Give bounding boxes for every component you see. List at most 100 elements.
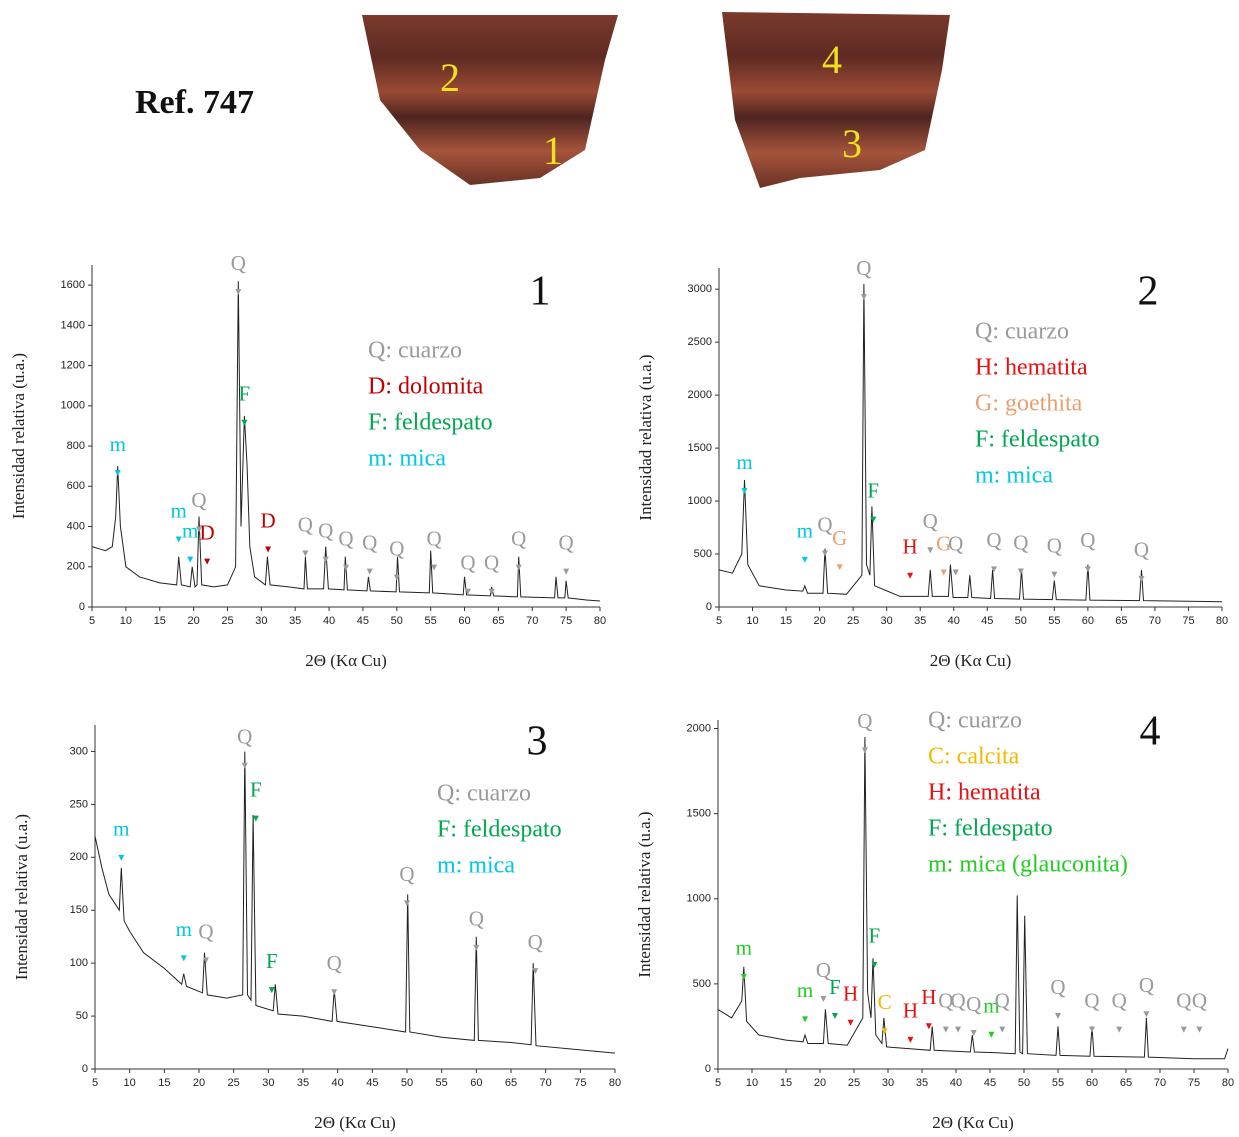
peak-label: G <box>936 531 951 555</box>
peak-arrow <box>1143 1011 1150 1018</box>
peak-arrow <box>821 550 828 557</box>
peak-arrow <box>802 1016 809 1023</box>
y-tick-label: 2000 <box>687 722 711 734</box>
peak-arrow <box>252 815 259 822</box>
legend-entry: G: goethita <box>975 391 1083 417</box>
y-tick-label: 0 <box>79 601 85 613</box>
peak-label: D <box>200 520 215 544</box>
x-tick-label: 50 <box>401 1077 413 1089</box>
peak-label: m <box>983 994 999 1018</box>
peak-label: Q <box>986 528 1001 552</box>
peak-arrow <box>881 1028 888 1035</box>
peak-label: Q <box>1080 528 1095 552</box>
peak-arrow <box>836 564 843 571</box>
peak-arrow <box>343 564 349 571</box>
peak-arrow <box>1017 568 1024 575</box>
legend-entry: F: feldespato <box>975 427 1100 453</box>
x-tick-label: 75 <box>574 1077 586 1089</box>
legend-entry: H: hematita <box>928 780 1041 806</box>
x-tick-label: 70 <box>1149 615 1161 627</box>
x-tick-label: 20 <box>814 1077 826 1089</box>
peak-label: m <box>171 498 187 522</box>
x-tick-label: 80 <box>609 1077 621 1089</box>
peak-label: Q <box>426 526 441 550</box>
legend-entry: D: dolomita <box>368 374 484 400</box>
x-tick-label: 65 <box>505 1077 517 1089</box>
peak-arrow <box>1051 571 1058 578</box>
x-tick-label: 75 <box>560 615 572 627</box>
x-tick-label: 15 <box>158 1077 170 1089</box>
peak-arrow <box>740 973 747 980</box>
peak-label: Q <box>338 526 353 550</box>
peak-arrow <box>741 487 748 494</box>
y-tick-label: 200 <box>67 561 85 573</box>
peak-label: Q <box>318 518 333 542</box>
peak-label: Q <box>1139 973 1154 997</box>
x-tick-label: 55 <box>1048 615 1060 627</box>
peak-arrow <box>871 961 878 968</box>
fragment-label: 1 <box>543 128 563 173</box>
peak-arrow <box>1089 1026 1095 1033</box>
legend-entry: m: mica <box>975 463 1053 489</box>
peak-arrow <box>860 294 867 301</box>
peak-arrow <box>955 1026 962 1033</box>
peak-arrow <box>820 995 827 1002</box>
x-tick-label: 50 <box>391 615 403 627</box>
peak-arrow <box>114 470 121 477</box>
x-tick-label: 50 <box>1018 1077 1030 1089</box>
y-tick-label: 1600 <box>61 279 85 291</box>
peak-label: m <box>736 936 752 960</box>
peak-label: H <box>921 985 936 1009</box>
peak-arrow <box>302 550 309 557</box>
y-axis-label: Intensidad relativa (u.a.) <box>635 811 654 977</box>
peak-arrow <box>801 556 808 563</box>
y-tick-label: 1000 <box>61 400 85 412</box>
x-tick-label: 25 <box>228 1077 240 1089</box>
x-tick-label: 60 <box>1086 1077 1098 1089</box>
peak-arrow <box>464 588 471 595</box>
y-tick-label: 1400 <box>61 319 85 331</box>
x-tick-label: 60 <box>1082 615 1094 627</box>
y-tick-label: 2500 <box>688 336 712 348</box>
peak-label: H <box>843 982 858 1006</box>
x-tick-label: 5 <box>715 1077 721 1089</box>
diffractogram <box>718 283 1223 603</box>
peak-arrow <box>180 955 187 962</box>
y-tick-label: 500 <box>693 978 711 990</box>
peak-arrow <box>431 564 438 571</box>
peak-label: F <box>250 777 262 801</box>
peak-arrow <box>187 556 194 563</box>
peak-arrow <box>940 569 947 576</box>
x-tick-label: 75 <box>1182 615 1194 627</box>
y-tick-label: 1200 <box>61 359 85 371</box>
peak-label: Q <box>1013 530 1028 554</box>
peak-arrow <box>204 558 211 565</box>
legend-entry: Q: cuarzo <box>928 708 1022 734</box>
x-tick-label: 65 <box>492 615 504 627</box>
x-tick-label: 70 <box>526 615 538 627</box>
x-tick-label: 40 <box>950 1077 962 1089</box>
x-tick-label: 55 <box>436 1077 448 1089</box>
x-tick-label: 80 <box>1222 1077 1234 1089</box>
y-axis-label: Intensidad relativa (u.a.) <box>12 814 31 980</box>
peak-arrow <box>196 526 203 533</box>
x-axis-label: 2Θ (Kα Cu) <box>932 1113 1014 1132</box>
peak-label: m <box>797 519 813 543</box>
peak-arrow <box>473 944 480 951</box>
x-tick-label: 35 <box>914 615 926 627</box>
peak-arrow <box>1138 575 1145 582</box>
peak-arrow <box>861 747 868 754</box>
peak-arrow <box>1180 1026 1187 1033</box>
peak-label: m <box>110 432 126 456</box>
panel-number: 2 <box>1138 269 1159 315</box>
legend-entry: C: calcita <box>928 744 1020 770</box>
peak-label: Q <box>327 951 342 975</box>
legend-entry: m: mica (glauconita) <box>928 852 1128 878</box>
peak-arrow <box>952 569 959 576</box>
y-tick-label: 50 <box>76 1010 88 1022</box>
x-tick-label: 30 <box>255 615 267 627</box>
peak-label: Q <box>237 725 252 749</box>
peak-arrow <box>268 987 275 994</box>
x-tick-label: 20 <box>187 615 199 627</box>
peak-label: Q <box>816 958 831 982</box>
